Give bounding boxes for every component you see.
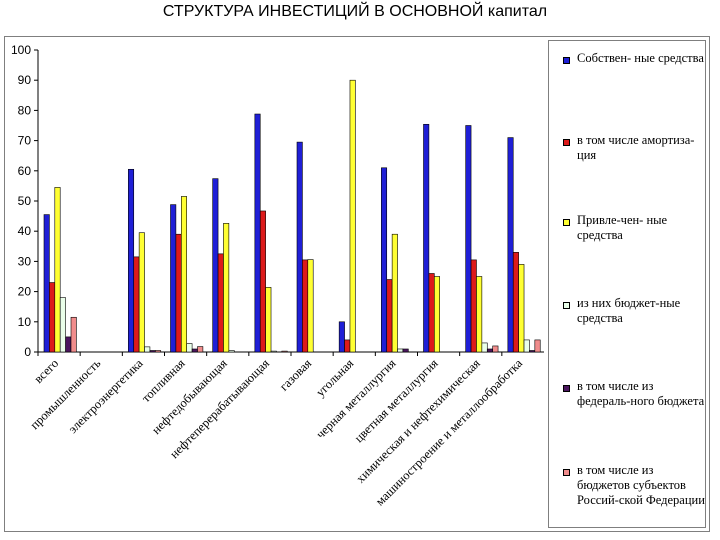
bar [391, 233, 398, 353]
legend-swatch [563, 219, 570, 226]
bar [492, 345, 499, 353]
x-tick-label: черная металлургия [313, 356, 398, 441]
legend-swatch [563, 57, 570, 64]
bar [338, 321, 345, 353]
legend-label: в том числе из федераль-ного бюджета [577, 379, 705, 408]
bar [138, 232, 145, 353]
bar [529, 350, 536, 353]
legend-swatch [563, 302, 570, 309]
bar [423, 123, 430, 353]
bar [523, 339, 530, 353]
y-tick-label: 90 [18, 73, 32, 87]
bar [149, 350, 156, 353]
bar [212, 178, 219, 353]
bar [481, 342, 488, 353]
bar [175, 233, 182, 353]
x-tick-label: угольная [313, 356, 356, 399]
bar [43, 214, 50, 353]
y-tick-label: 50 [18, 194, 32, 208]
bar [133, 256, 140, 353]
bar [265, 287, 272, 353]
bar [344, 339, 351, 353]
x-tick-label: электроэнергетика [66, 356, 146, 436]
bar [197, 346, 204, 353]
bar [402, 348, 409, 353]
bar [186, 343, 193, 353]
bar [254, 113, 261, 353]
bar [59, 297, 66, 353]
y-tick-label: 30 [18, 254, 32, 268]
x-tick-label: нефтедобывающая [149, 356, 230, 437]
legend-label: Привле-чен- ные средства [577, 213, 668, 242]
legend-label: Собствен- ные средства [577, 51, 704, 65]
bar [397, 348, 404, 353]
bar [465, 125, 472, 353]
bar [512, 252, 519, 353]
y-tick-label: 0 [24, 345, 31, 359]
bar [302, 259, 309, 353]
y-tick-label: 10 [18, 315, 32, 329]
legend-swatch [563, 385, 570, 392]
bar [259, 210, 266, 353]
bar [155, 350, 162, 353]
bar [349, 79, 356, 353]
bar [486, 348, 493, 353]
bar [428, 273, 435, 353]
x-tick-label: газовая [277, 356, 315, 394]
bar [296, 141, 303, 353]
bar [307, 259, 314, 353]
y-tick-label: 100 [11, 43, 31, 57]
legend-label: в том числе амортиза-ция [577, 133, 695, 162]
bar-chart: 0102030405060708090100всегопромышленност… [11, 43, 544, 509]
legend-label: в том числе из бюджетов субъектов Россий… [577, 463, 705, 507]
y-tick-label: 70 [18, 134, 32, 148]
bar [217, 253, 224, 353]
bar [381, 167, 388, 353]
legend-swatch [563, 139, 570, 146]
bar [181, 196, 188, 353]
chart-frame [4, 36, 710, 532]
bar [144, 346, 151, 353]
bar [228, 350, 235, 353]
bar [191, 348, 198, 353]
x-tick-label: всего [31, 356, 61, 386]
bar [518, 264, 525, 353]
bar [128, 168, 135, 353]
chart-legend: Собствен- ные средства в том числе аморти… [548, 40, 706, 528]
bar [507, 137, 514, 353]
bar [433, 276, 440, 353]
bar [270, 350, 277, 353]
legend-swatch [563, 469, 570, 476]
bar [70, 316, 77, 353]
bar [170, 204, 177, 353]
bar [65, 336, 72, 353]
bar [470, 259, 477, 353]
chart-title: СТРУКТУРА ИНВЕСТИЦИЙ В ОСНОВНОЙ капитал [162, 3, 548, 20]
y-tick-label: 40 [18, 224, 32, 238]
bar [223, 223, 230, 353]
bar [386, 279, 393, 353]
bar [49, 282, 56, 353]
y-tick-label: 80 [18, 103, 32, 117]
bar [476, 276, 483, 353]
y-tick-label: 60 [18, 164, 32, 178]
bar [54, 187, 61, 353]
bar [281, 350, 288, 353]
legend-label: из них бюджет-ные средства [577, 296, 681, 325]
y-tick-label: 20 [18, 285, 32, 299]
bar [534, 339, 541, 353]
